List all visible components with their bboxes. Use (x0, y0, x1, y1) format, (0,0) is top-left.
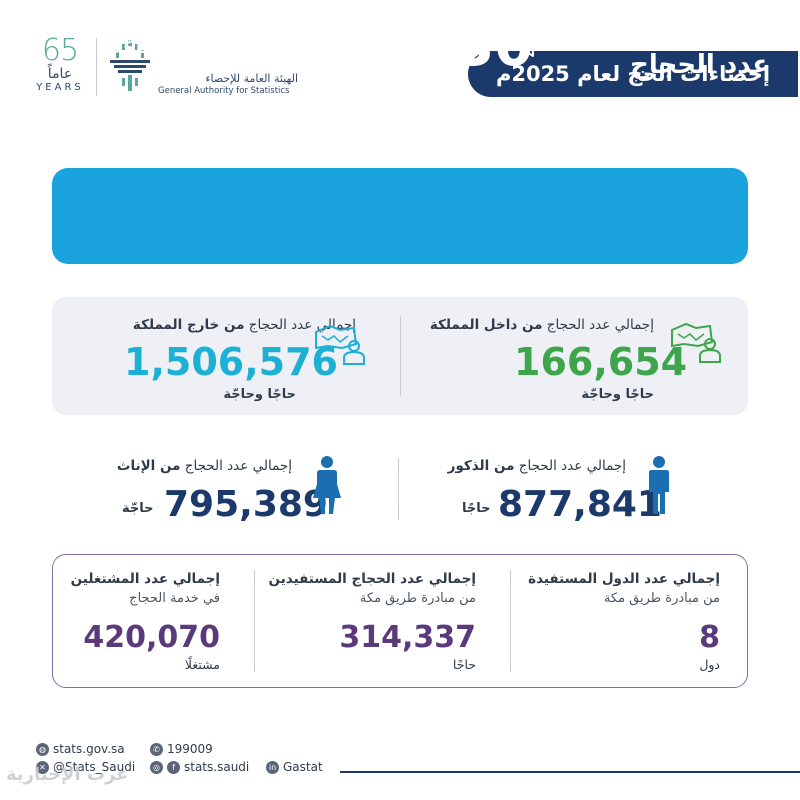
phone-text: 199009 (167, 742, 213, 756)
beneficiaries-unit: حاجًا (452, 657, 476, 672)
total-value: 1,673,230 (218, 14, 534, 79)
outside-label-bold: من خارج المملكة (132, 317, 245, 333)
anniversary-number: 65 (41, 33, 79, 68)
females-label-prefix: إجمالي عدد الحجاج (180, 458, 292, 474)
logo-divider (96, 38, 97, 96)
x-icon: ✕ (36, 760, 49, 774)
males-value: 877,841 (498, 484, 662, 525)
female-icon (313, 456, 341, 514)
workers-subtitle: في خدمة الحجاج (129, 591, 220, 606)
workers-title: إجمالي عدد المشتغلين (70, 571, 220, 587)
outside-value: 1,506,576 (124, 340, 338, 384)
inside-unit: حاجًا وحاجّة (581, 387, 654, 402)
total-unit: حاجًا وحاجّة (112, 37, 213, 58)
beneficiaries-title: إجمالي عدد الحجاج المستفيدين (268, 571, 476, 587)
females-value: 795,389 (164, 484, 328, 525)
inside-label: إجمالي عدد الحجاج من داخل المملكة (430, 316, 654, 334)
website-text: stats.gov.sa (53, 742, 125, 756)
pointer-arrow-icon (520, 39, 534, 57)
outside-label-prefix: إجمالي عدد الحجاج (244, 317, 356, 333)
outside-label: إجمالي عدد الحجاج من خارج المملكة (133, 316, 356, 334)
total-label-line2: عدد الحجاج (630, 50, 770, 80)
inside-label-bold: من داخل المملكة (429, 317, 543, 333)
inside-label-prefix: إجمالي عدد الحجاج (542, 317, 654, 333)
footer-x[interactable]: ✕ @Stats_Saudi (36, 759, 135, 775)
countries-value: 8 (699, 620, 720, 655)
org-name-ar: الهيئة العامة للإحصاء (205, 72, 298, 85)
total-label: إجمـــالـي عدد الحجاج (620, 14, 770, 82)
map-person-icon (671, 322, 721, 363)
females-label: إجمالي عدد الحجاج من الإناث (117, 457, 292, 475)
social-text: stats.saudi (184, 760, 250, 774)
countries-unit: دول (699, 657, 720, 672)
anniversary-ar: عاماً (47, 66, 73, 82)
outside-unit: حاجًا وحاجّة (223, 387, 296, 402)
males-label-bold: من الذكور (447, 458, 515, 474)
watermark: عرب الإخبارية (6, 764, 129, 785)
footer-line (340, 771, 800, 773)
beneficiaries-value: 314,337 (339, 620, 476, 655)
linkedin-text: Gastat (283, 760, 323, 774)
bottom-divider (254, 570, 255, 672)
makkah-route-panel (52, 554, 748, 688)
countries-title: إجمالي عدد الدول المستفيدة (528, 571, 720, 587)
workers-value: 420,070 (83, 620, 220, 655)
anniversary-logo: 65 عاماً YEARS (34, 36, 86, 94)
x-handle-text: @Stats_Saudi (53, 760, 136, 774)
females-label-bold: من الإناث (116, 458, 181, 474)
countries-subtitle: من مبادرة طريق مكة (603, 591, 720, 606)
beneficiaries-subtitle: من مبادرة طريق مكة (359, 591, 476, 606)
facebook-icon: f (167, 760, 180, 774)
footer-linkedin[interactable]: in Gastat (266, 759, 323, 775)
males-label: إجمالي عدد الحجاج من الذكور (448, 457, 626, 475)
females-unit: حاجّة (122, 501, 154, 516)
inside-value: 166,654 (514, 340, 688, 384)
org-name-en: General Authority for Statistics (158, 86, 290, 96)
linkedin-icon: in (266, 760, 279, 774)
globe-icon: ◍ (36, 742, 49, 756)
male-icon (649, 456, 669, 514)
footer-phone[interactable]: ✆ 199009 (150, 741, 213, 757)
anniversary-en: YEARS (36, 82, 84, 93)
instagram-icon: ◎ (150, 760, 163, 774)
panel-divider (400, 316, 401, 396)
total-pilgrims-card (52, 168, 748, 264)
footer-website[interactable]: ◍ stats.gov.sa (36, 741, 125, 757)
workers-unit: مشتغلًا (184, 657, 220, 672)
page-title: إحصاءات الحج لعام 2025م (468, 51, 798, 97)
map-person-icon (315, 324, 365, 365)
males-unit: حاجًا (462, 501, 491, 516)
footer-social[interactable]: ◎ f stats.saudi (150, 759, 249, 775)
bottom-divider (510, 570, 511, 672)
males-label-prefix: إجمالي عدد الحجاج (514, 458, 626, 474)
gender-divider (398, 458, 399, 520)
phone-icon: ✆ (150, 742, 163, 756)
org-name: الهيئة العامة للإحصاء General Authority … (158, 72, 298, 97)
gastat-logo-icon (110, 40, 150, 91)
total-label-line1: إجمـــالـي (643, 16, 770, 46)
